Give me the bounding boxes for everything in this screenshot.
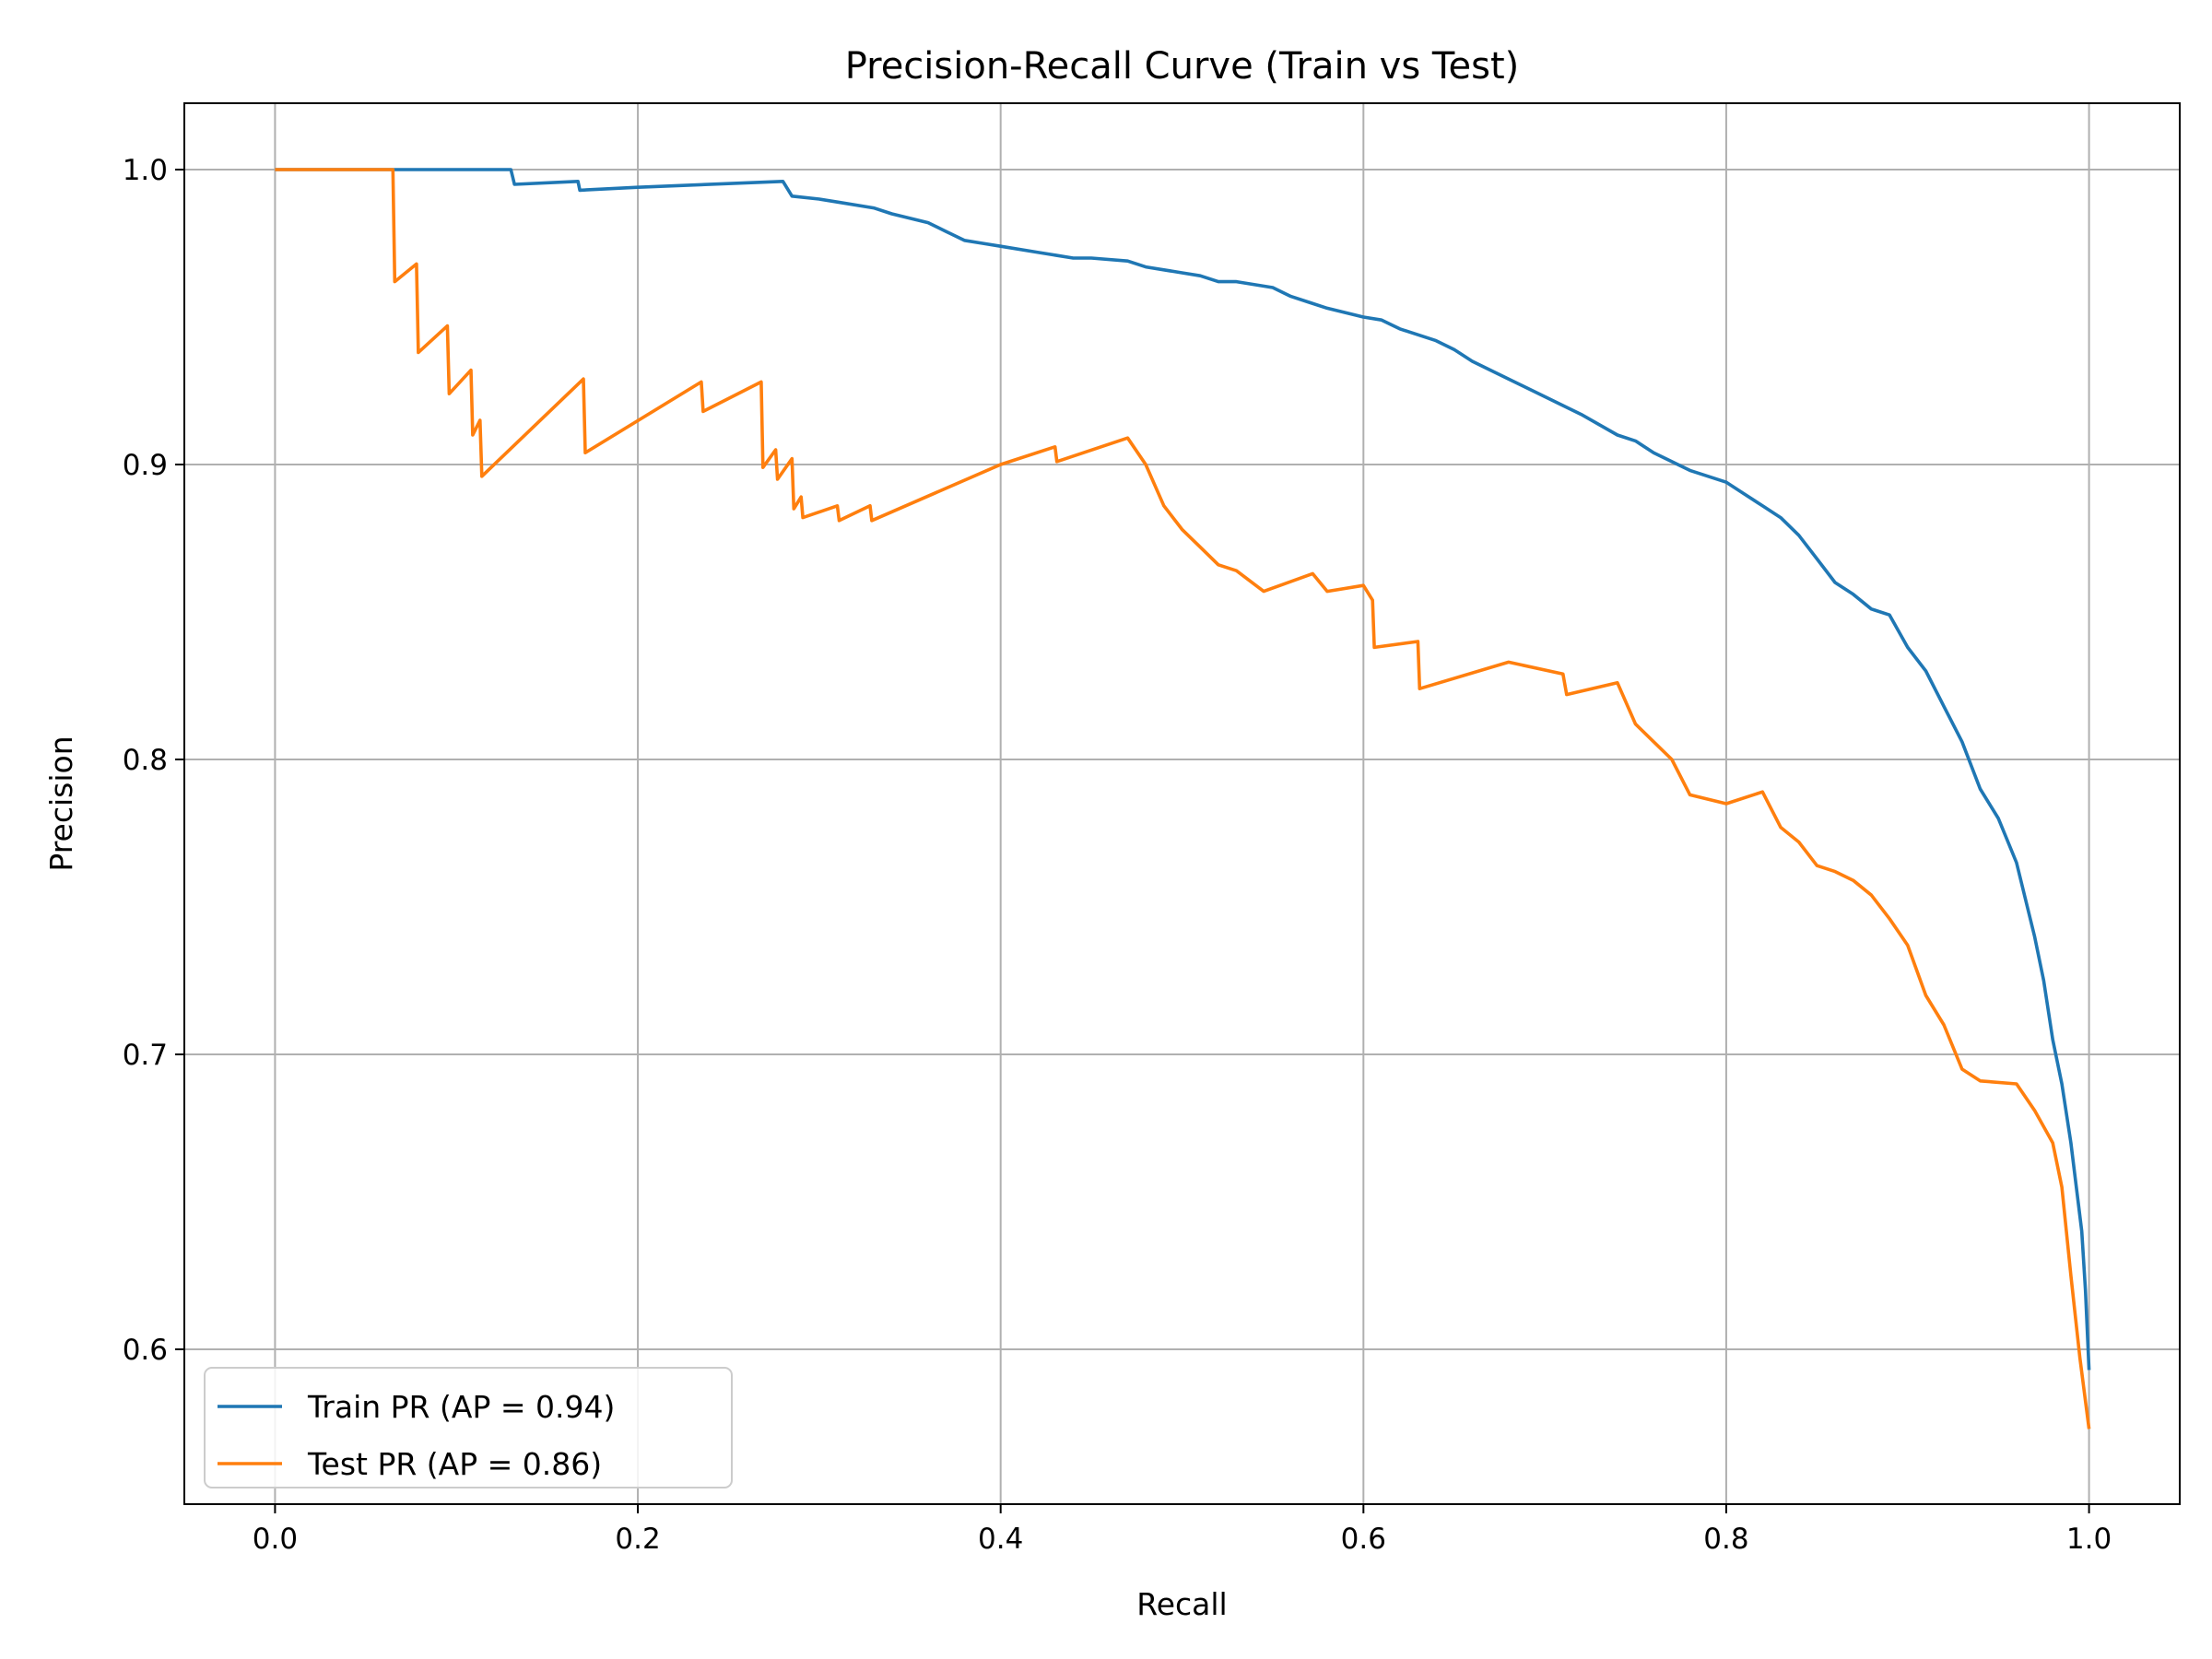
- legend-box: [204, 1367, 733, 1488]
- y-tick-label: 0.6: [123, 1334, 168, 1367]
- legend-label: Test PR (AP = 0.86): [307, 1446, 602, 1482]
- y-tick-label: 0.7: [123, 1039, 168, 1072]
- x-axis-label: Recall: [1136, 1586, 1227, 1622]
- series-layer: [275, 168, 2091, 1430]
- y-axis-label: Precision: [43, 735, 79, 871]
- x-tick-label: 0.8: [1703, 1523, 1748, 1556]
- y-tick-label: 1.0: [123, 154, 168, 187]
- y-tick-label: 0.8: [123, 744, 168, 777]
- chart-title: Precision-Recall Curve (Train vs Test): [845, 45, 1520, 88]
- series-line-train: [275, 168, 2091, 1371]
- x-tick-label: 0.2: [615, 1523, 660, 1556]
- series-line-test: [275, 168, 2091, 1430]
- x-tick-label: 1.0: [2066, 1523, 2112, 1556]
- x-tick-label: 0.4: [978, 1523, 1023, 1556]
- grid: [184, 103, 2180, 1504]
- legend-label: Train PR (AP = 0.94): [307, 1389, 615, 1425]
- y-tick-label: 0.9: [123, 449, 168, 482]
- x-tick-label: 0.0: [253, 1523, 298, 1556]
- x-tick-label: 0.6: [1341, 1523, 1386, 1556]
- legend: Train PR (AP = 0.94) Test PR (AP = 0.86): [204, 1367, 733, 1488]
- plot-frame: [183, 102, 2181, 1505]
- axis-ticks: 0.0 0.2 0.4 0.6 0.8 1.0 0.6 0.7 0.8 0.9 1.0: [123, 154, 2112, 1556]
